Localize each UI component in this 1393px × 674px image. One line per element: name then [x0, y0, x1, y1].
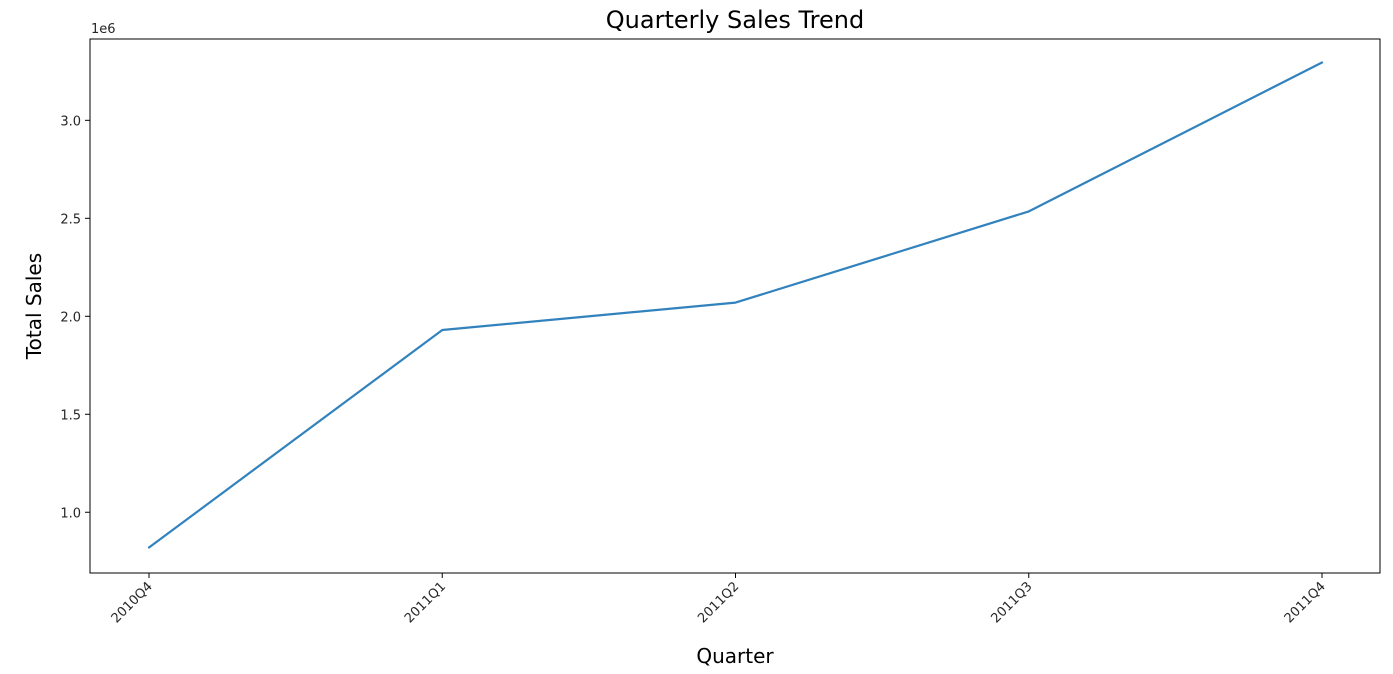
y-tick-label: 2.5 [60, 212, 81, 227]
y-tick-label: 2.0 [60, 310, 81, 325]
y-tick-label: 1.0 [60, 506, 81, 521]
y-axis-label: Total Sales [22, 253, 46, 360]
x-tick-label: 2011Q3 [988, 579, 1035, 626]
x-axis-label: Quarter [696, 644, 774, 668]
x-tick-label: 2011Q1 [402, 579, 449, 626]
y-axis-ticks: 1.0 1.5 2.0 2.5 3.0 [60, 114, 90, 521]
x-tick-label: 2011Q2 [695, 579, 742, 626]
y-tick-label: 3.0 [60, 114, 81, 129]
y-axis-offset-label: 1e6 [91, 22, 116, 37]
y-tick-label: 1.5 [60, 408, 81, 423]
x-tick-label: 2011Q4 [1282, 579, 1329, 626]
chart-title: Quarterly Sales Trend [606, 6, 864, 34]
series-layer [147, 61, 1324, 549]
plot-area-frame [89, 38, 1381, 574]
series-line [147, 61, 1324, 549]
x-axis-ticks: 2010Q4 2011Q1 2011Q2 2011Q3 2011Q4 [109, 573, 1329, 626]
x-tick-label: 2010Q4 [109, 579, 156, 626]
